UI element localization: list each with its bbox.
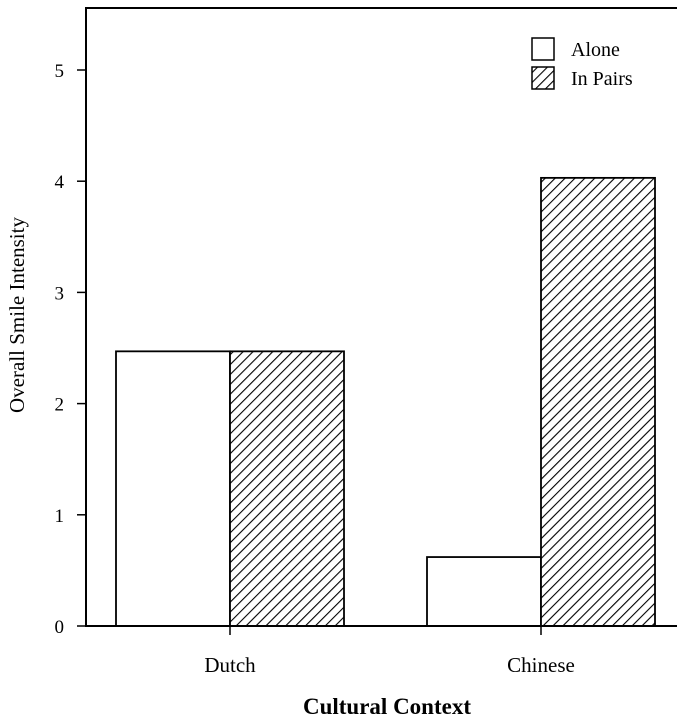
x-category-label-dutch: Dutch [204, 653, 256, 677]
bar-chinese-in-pairs [540, 176, 656, 627]
y-tick-label: 1 [55, 506, 65, 527]
plot-frame [85, 7, 677, 627]
y-tick-label: 4 [55, 172, 65, 193]
bar-chinese-alone [426, 556, 542, 627]
bars-layer [115, 176, 656, 627]
legend-label-in-pairs: In Pairs [571, 68, 633, 90]
x-axis-title: Cultural Context [303, 694, 471, 719]
legend: Alone In Pairs [531, 37, 633, 90]
y-axis-ticks: 0 1 2 3 4 5 [55, 61, 86, 638]
legend-swatch-alone [531, 37, 555, 61]
y-tick-label: 5 [55, 61, 65, 82]
bar-dutch-in-pairs [229, 350, 345, 627]
y-tick-label: 2 [55, 395, 65, 416]
x-category-label-chinese: Chinese [507, 653, 575, 677]
legend-label-alone: Alone [571, 39, 620, 61]
legend-swatch-in-pairs [531, 66, 555, 90]
y-tick-label: 3 [55, 283, 65, 304]
y-axis-title: Overall Smile Intensity [5, 217, 29, 413]
x-axis-categories: Dutch Chinese [204, 626, 575, 677]
y-tick-label: 0 [55, 617, 65, 638]
bar-dutch-alone [115, 350, 231, 627]
